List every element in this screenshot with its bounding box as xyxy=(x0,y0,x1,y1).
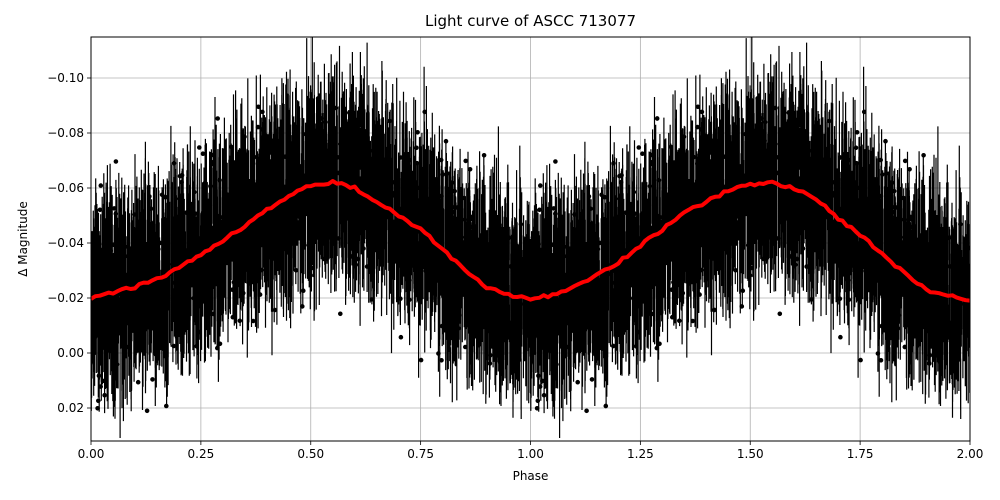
x-tick-label: 1.50 xyxy=(736,447,764,461)
x-tick-label: 0.00 xyxy=(77,447,105,461)
y-axis-label: Δ Magnitude xyxy=(16,201,30,277)
y-tick-label: −0.04 xyxy=(47,236,84,250)
x-tick-label: 0.25 xyxy=(187,447,215,461)
y-tick-label: −0.10 xyxy=(47,71,84,85)
y-tick-label: 0.00 xyxy=(57,346,84,360)
y-tick-label: −0.02 xyxy=(47,291,84,305)
axis-ticks xyxy=(87,77,971,445)
y-tick-label: 0.02 xyxy=(57,401,84,415)
y-tick-label: −0.06 xyxy=(47,181,84,195)
x-tick-label: 2.00 xyxy=(956,447,984,461)
binned-mean-curve xyxy=(91,179,970,303)
y-tick-label: −0.08 xyxy=(47,126,84,140)
x-axis-label: Phase xyxy=(512,469,549,483)
observation-errorbars xyxy=(91,37,970,438)
x-tick-label: 1.25 xyxy=(627,447,654,461)
x-tick-label: 0.75 xyxy=(407,447,434,461)
chart-title: Light curve of ASCC 713077 xyxy=(425,12,636,30)
x-tick-label: 1.75 xyxy=(846,447,874,461)
x-tick-label: 0.50 xyxy=(297,447,325,461)
x-tick-label: 1.00 xyxy=(517,447,544,461)
